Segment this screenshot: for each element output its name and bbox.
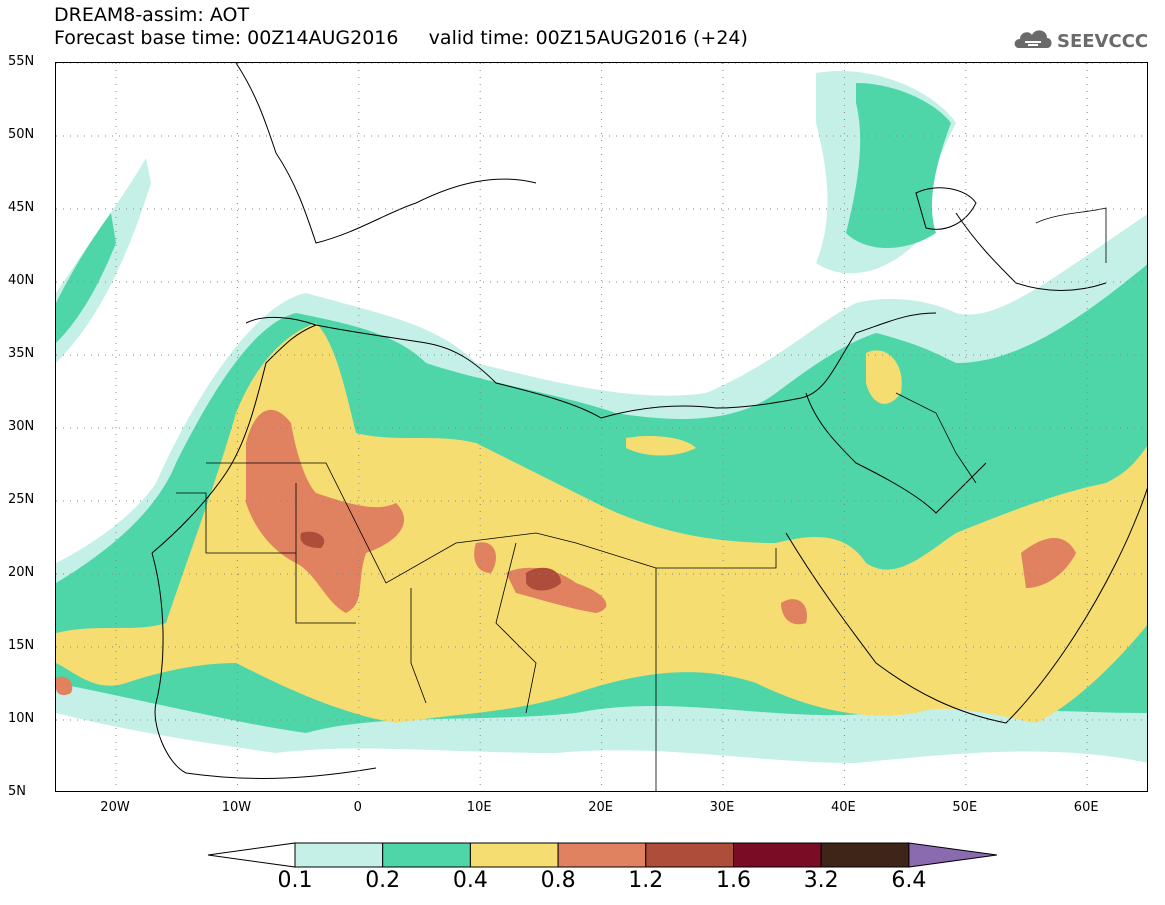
colorbar-label: 1.6 [716,868,751,893]
colorbar-lower-arrow [207,842,296,868]
longitude-label: 50E [952,800,978,815]
longitude-label: 0 [353,800,362,815]
title-line-2: Forecast base time: 00Z14AUG2016 valid t… [54,27,748,49]
colorbar-segment [820,842,910,868]
latitude-label: 25N [8,492,35,507]
colorbar-label: 0.1 [277,868,313,893]
latitude-label: 50N [8,127,35,142]
colorbar-segment [733,842,822,868]
longitude-label: 10E [466,800,492,815]
colorbar-label: 0.8 [540,868,576,893]
colorbar-segment [645,842,734,868]
colorbar-segment [382,842,471,868]
colorbar-label: 3.2 [803,868,839,893]
longitude-label: 30E [709,800,735,815]
latitude-label: 5N [8,784,26,799]
colorbar-label: 1.2 [628,868,664,893]
gridlines [56,63,1147,791]
colorbar-label: 6.4 [891,868,927,893]
colorbar-upper-arrow [908,842,997,868]
longitude-label: 40E [831,800,856,815]
map-title: DREAM8-assim: AOT Forecast base time: 00… [54,4,748,50]
longitude-label: 20E [588,800,613,815]
latitude-label: 20N [8,565,35,580]
longitude-label: 20W [100,800,130,815]
latitude-label: 15N [8,638,35,653]
latitude-label: 30N [8,419,35,434]
map-area [55,62,1148,792]
coastlines [151,63,1147,791]
colorbar-segment [557,842,647,868]
aot-map [56,71,1147,763]
colorbar-label: 0.4 [452,868,488,893]
colorbar-segment [469,842,559,868]
aot-contour-0-8 [56,409,1076,696]
colorbar-label: 0.2 [365,868,401,893]
title-line-1: DREAM8-assim: AOT [54,4,250,26]
latitude-label: 10N [8,711,35,726]
longitude-label: 60E [1073,800,1099,815]
colorbar-segment [294,842,384,868]
latitude-label: 40N [8,273,35,288]
seevccc-logo: SEEVCCC [1011,20,1151,56]
latitude-label: 45N [8,200,35,215]
latitude-label: 35N [8,346,35,361]
logo-text: SEEVCCC [1057,31,1148,52]
aot-contour-1-2 [300,531,561,591]
longitude-label: 10W [221,800,252,815]
cloud-logo-icon: SEEVCCC [1014,30,1148,52]
latitude-label: 55N [8,54,35,69]
